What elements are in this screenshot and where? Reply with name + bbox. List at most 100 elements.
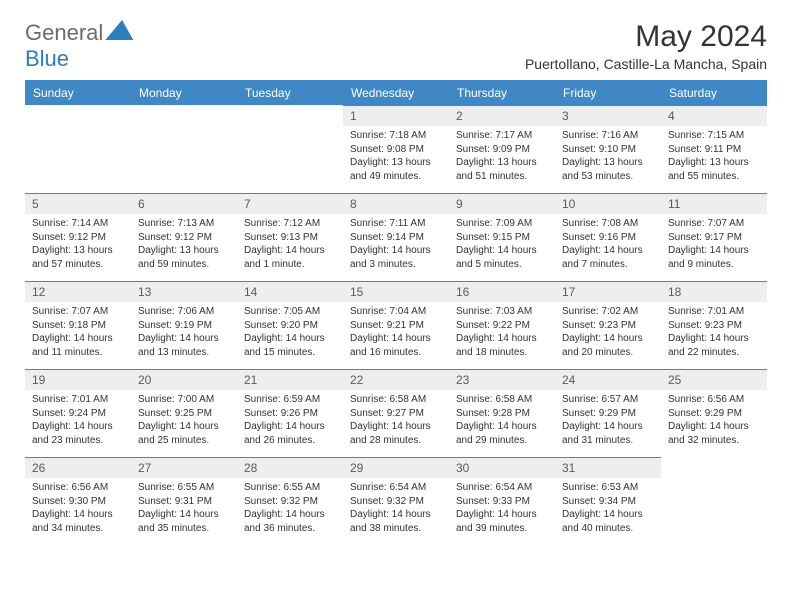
calendar-cell: 4Sunrise: 7:15 AMSunset: 9:11 PMDaylight… bbox=[661, 105, 767, 193]
day-number: 4 bbox=[661, 105, 767, 126]
day-number: 20 bbox=[131, 369, 237, 390]
brand-text: General Blue bbox=[25, 20, 133, 72]
calendar-cell: 26Sunrise: 6:56 AMSunset: 9:30 PMDayligh… bbox=[25, 457, 131, 545]
calendar-cell: 1Sunrise: 7:18 AMSunset: 9:08 PMDaylight… bbox=[343, 105, 449, 193]
day-info: Sunrise: 7:08 AMSunset: 9:16 PMDaylight:… bbox=[555, 214, 661, 277]
calendar-cell: 6Sunrise: 7:13 AMSunset: 9:12 PMDaylight… bbox=[131, 193, 237, 281]
day-info: Sunrise: 7:02 AMSunset: 9:23 PMDaylight:… bbox=[555, 302, 661, 365]
calendar-cell: 23Sunrise: 6:58 AMSunset: 9:28 PMDayligh… bbox=[449, 369, 555, 457]
day-info: Sunrise: 7:15 AMSunset: 9:11 PMDaylight:… bbox=[661, 126, 767, 189]
calendar-cell: 14Sunrise: 7:05 AMSunset: 9:20 PMDayligh… bbox=[237, 281, 343, 369]
day-number: 31 bbox=[555, 457, 661, 478]
day-info: Sunrise: 7:13 AMSunset: 9:12 PMDaylight:… bbox=[131, 214, 237, 277]
day-info: Sunrise: 6:59 AMSunset: 9:26 PMDaylight:… bbox=[237, 390, 343, 453]
calendar-cell: 31Sunrise: 6:53 AMSunset: 9:34 PMDayligh… bbox=[555, 457, 661, 545]
day-number: 6 bbox=[131, 193, 237, 214]
calendar-cell: 16Sunrise: 7:03 AMSunset: 9:22 PMDayligh… bbox=[449, 281, 555, 369]
day-info: Sunrise: 6:56 AMSunset: 9:29 PMDaylight:… bbox=[661, 390, 767, 453]
calendar-cell: 22Sunrise: 6:58 AMSunset: 9:27 PMDayligh… bbox=[343, 369, 449, 457]
weekday-header: Friday bbox=[555, 81, 661, 106]
day-number: 22 bbox=[343, 369, 449, 390]
month-title: May 2024 bbox=[525, 20, 767, 54]
calendar-cell: 9Sunrise: 7:09 AMSunset: 9:15 PMDaylight… bbox=[449, 193, 555, 281]
day-info: Sunrise: 6:58 AMSunset: 9:27 PMDaylight:… bbox=[343, 390, 449, 453]
calendar-cell: 25Sunrise: 6:56 AMSunset: 9:29 PMDayligh… bbox=[661, 369, 767, 457]
day-info: Sunrise: 7:07 AMSunset: 9:17 PMDaylight:… bbox=[661, 214, 767, 277]
day-number: 10 bbox=[555, 193, 661, 214]
day-number: 5 bbox=[25, 193, 131, 214]
day-number: 11 bbox=[661, 193, 767, 214]
day-info: Sunrise: 7:18 AMSunset: 9:08 PMDaylight:… bbox=[343, 126, 449, 189]
calendar-cell: 3Sunrise: 7:16 AMSunset: 9:10 PMDaylight… bbox=[555, 105, 661, 193]
day-number: 14 bbox=[237, 281, 343, 302]
day-info: Sunrise: 7:05 AMSunset: 9:20 PMDaylight:… bbox=[237, 302, 343, 365]
day-number: 12 bbox=[25, 281, 131, 302]
day-info: Sunrise: 6:54 AMSunset: 9:33 PMDaylight:… bbox=[449, 478, 555, 541]
day-number: 3 bbox=[555, 105, 661, 126]
logo-triangle-icon bbox=[105, 20, 133, 40]
day-info: Sunrise: 7:17 AMSunset: 9:09 PMDaylight:… bbox=[449, 126, 555, 189]
calendar-cell-empty bbox=[25, 105, 131, 193]
day-info: Sunrise: 6:55 AMSunset: 9:32 PMDaylight:… bbox=[237, 478, 343, 541]
day-number: 15 bbox=[343, 281, 449, 302]
day-info: Sunrise: 7:04 AMSunset: 9:21 PMDaylight:… bbox=[343, 302, 449, 365]
calendar-cell: 10Sunrise: 7:08 AMSunset: 9:16 PMDayligh… bbox=[555, 193, 661, 281]
day-number: 30 bbox=[449, 457, 555, 478]
weekday-header: Sunday bbox=[25, 81, 131, 106]
calendar-row: 26Sunrise: 6:56 AMSunset: 9:30 PMDayligh… bbox=[25, 457, 767, 545]
calendar-cell: 17Sunrise: 7:02 AMSunset: 9:23 PMDayligh… bbox=[555, 281, 661, 369]
brand-text-gray: General bbox=[25, 20, 103, 45]
calendar-row: 1Sunrise: 7:18 AMSunset: 9:08 PMDaylight… bbox=[25, 105, 767, 193]
weekday-header: Thursday bbox=[449, 81, 555, 106]
calendar-cell: 12Sunrise: 7:07 AMSunset: 9:18 PMDayligh… bbox=[25, 281, 131, 369]
day-number: 25 bbox=[661, 369, 767, 390]
day-number: 8 bbox=[343, 193, 449, 214]
calendar-cell: 27Sunrise: 6:55 AMSunset: 9:31 PMDayligh… bbox=[131, 457, 237, 545]
day-number: 21 bbox=[237, 369, 343, 390]
day-info: Sunrise: 6:55 AMSunset: 9:31 PMDaylight:… bbox=[131, 478, 237, 541]
day-number: 7 bbox=[237, 193, 343, 214]
calendar-cell: 13Sunrise: 7:06 AMSunset: 9:19 PMDayligh… bbox=[131, 281, 237, 369]
calendar-cell: 19Sunrise: 7:01 AMSunset: 9:24 PMDayligh… bbox=[25, 369, 131, 457]
calendar-row: 19Sunrise: 7:01 AMSunset: 9:24 PMDayligh… bbox=[25, 369, 767, 457]
day-number: 9 bbox=[449, 193, 555, 214]
calendar-cell: 8Sunrise: 7:11 AMSunset: 9:14 PMDaylight… bbox=[343, 193, 449, 281]
day-info: Sunrise: 6:57 AMSunset: 9:29 PMDaylight:… bbox=[555, 390, 661, 453]
day-info: Sunrise: 7:16 AMSunset: 9:10 PMDaylight:… bbox=[555, 126, 661, 189]
day-number: 2 bbox=[449, 105, 555, 126]
day-info: Sunrise: 7:09 AMSunset: 9:15 PMDaylight:… bbox=[449, 214, 555, 277]
weekday-header: Wednesday bbox=[343, 81, 449, 106]
calendar-cell-empty bbox=[661, 457, 767, 545]
day-info: Sunrise: 7:03 AMSunset: 9:22 PMDaylight:… bbox=[449, 302, 555, 365]
day-info: Sunrise: 6:56 AMSunset: 9:30 PMDaylight:… bbox=[25, 478, 131, 541]
calendar-weekday-header: SundayMondayTuesdayWednesdayThursdayFrid… bbox=[25, 81, 767, 106]
day-number: 17 bbox=[555, 281, 661, 302]
calendar-cell: 11Sunrise: 7:07 AMSunset: 9:17 PMDayligh… bbox=[661, 193, 767, 281]
calendar-cell: 29Sunrise: 6:54 AMSunset: 9:32 PMDayligh… bbox=[343, 457, 449, 545]
calendar-cell: 20Sunrise: 7:00 AMSunset: 9:25 PMDayligh… bbox=[131, 369, 237, 457]
day-number: 13 bbox=[131, 281, 237, 302]
day-number: 29 bbox=[343, 457, 449, 478]
day-info: Sunrise: 6:53 AMSunset: 9:34 PMDaylight:… bbox=[555, 478, 661, 541]
calendar-cell: 15Sunrise: 7:04 AMSunset: 9:21 PMDayligh… bbox=[343, 281, 449, 369]
day-number: 18 bbox=[661, 281, 767, 302]
calendar-cell: 18Sunrise: 7:01 AMSunset: 9:23 PMDayligh… bbox=[661, 281, 767, 369]
page-header: General Blue May 2024 Puertollano, Casti… bbox=[25, 20, 767, 72]
day-number: 28 bbox=[237, 457, 343, 478]
title-block: May 2024 Puertollano, Castille-La Mancha… bbox=[525, 20, 767, 72]
day-info: Sunrise: 7:01 AMSunset: 9:23 PMDaylight:… bbox=[661, 302, 767, 365]
day-info: Sunrise: 7:12 AMSunset: 9:13 PMDaylight:… bbox=[237, 214, 343, 277]
calendar-row: 5Sunrise: 7:14 AMSunset: 9:12 PMDaylight… bbox=[25, 193, 767, 281]
calendar-cell: 7Sunrise: 7:12 AMSunset: 9:13 PMDaylight… bbox=[237, 193, 343, 281]
calendar-row: 12Sunrise: 7:07 AMSunset: 9:18 PMDayligh… bbox=[25, 281, 767, 369]
calendar-cell: 30Sunrise: 6:54 AMSunset: 9:33 PMDayligh… bbox=[449, 457, 555, 545]
day-info: Sunrise: 7:11 AMSunset: 9:14 PMDaylight:… bbox=[343, 214, 449, 277]
day-info: Sunrise: 7:07 AMSunset: 9:18 PMDaylight:… bbox=[25, 302, 131, 365]
day-info: Sunrise: 7:06 AMSunset: 9:19 PMDaylight:… bbox=[131, 302, 237, 365]
day-info: Sunrise: 7:01 AMSunset: 9:24 PMDaylight:… bbox=[25, 390, 131, 453]
calendar-cell: 28Sunrise: 6:55 AMSunset: 9:32 PMDayligh… bbox=[237, 457, 343, 545]
day-info: Sunrise: 7:14 AMSunset: 9:12 PMDaylight:… bbox=[25, 214, 131, 277]
calendar-cell: 21Sunrise: 6:59 AMSunset: 9:26 PMDayligh… bbox=[237, 369, 343, 457]
day-number: 27 bbox=[131, 457, 237, 478]
day-number: 16 bbox=[449, 281, 555, 302]
